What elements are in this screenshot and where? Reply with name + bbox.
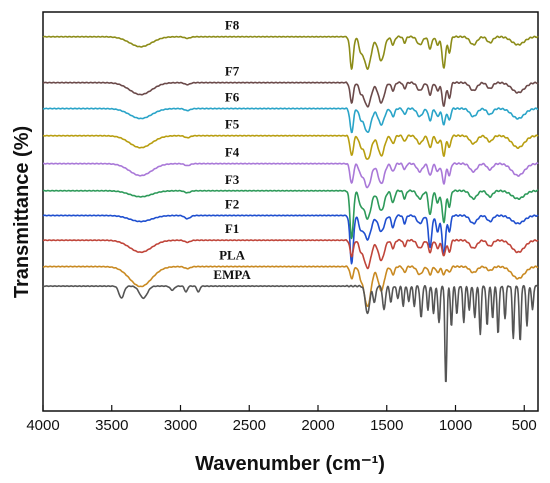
series-label-f1: F1 bbox=[225, 221, 239, 236]
series-line-pla bbox=[42, 265, 539, 307]
series-line-f4 bbox=[42, 162, 539, 189]
series-line-f2 bbox=[42, 214, 539, 265]
series-line-f1 bbox=[42, 238, 539, 270]
series-label-empa: EMPA bbox=[213, 267, 251, 282]
plot-frame bbox=[42, 11, 539, 412]
x-tick-label-2000: 2000 bbox=[301, 417, 334, 434]
series-label-f4: F4 bbox=[225, 145, 240, 160]
series-labels: F8 F7 F6 F5 F4 F3 F2 F1 PLA EMPA bbox=[213, 18, 251, 282]
series-layer bbox=[42, 35, 539, 383]
series-label-f3: F3 bbox=[225, 172, 240, 187]
series-line-empa bbox=[42, 284, 539, 383]
series-label-f2: F2 bbox=[225, 196, 239, 211]
x-tick-label-4000: 4000 bbox=[26, 417, 59, 434]
series-label-f5: F5 bbox=[225, 117, 240, 132]
x-tick-label-1500: 1500 bbox=[370, 417, 403, 434]
y-axis-title: Transmittance (%) bbox=[11, 126, 33, 298]
x-tick-label-3000: 3000 bbox=[164, 417, 197, 434]
x-tick-label-1000: 1000 bbox=[439, 417, 472, 434]
series-label-f8: F8 bbox=[225, 18, 240, 33]
series-line-f8 bbox=[42, 35, 539, 70]
series-label-f7: F7 bbox=[225, 64, 240, 79]
x-axis-title: Wavenumber (cm⁻¹) bbox=[195, 453, 385, 475]
x-tick-label-500: 500 bbox=[512, 417, 537, 434]
series-label-f6: F6 bbox=[225, 90, 240, 105]
series-label-pla: PLA bbox=[219, 248, 246, 263]
series-line-f3 bbox=[42, 189, 539, 240]
x-tick-label-3500: 3500 bbox=[95, 417, 128, 434]
x-axis-ticks: 4000 3500 3000 2500 2000 1500 1000 500 bbox=[26, 405, 537, 434]
series-line-f6 bbox=[42, 107, 539, 134]
x-tick-label-2500: 2500 bbox=[233, 417, 266, 434]
series-line-f5 bbox=[42, 134, 539, 160]
series-line-f7 bbox=[42, 81, 539, 108]
